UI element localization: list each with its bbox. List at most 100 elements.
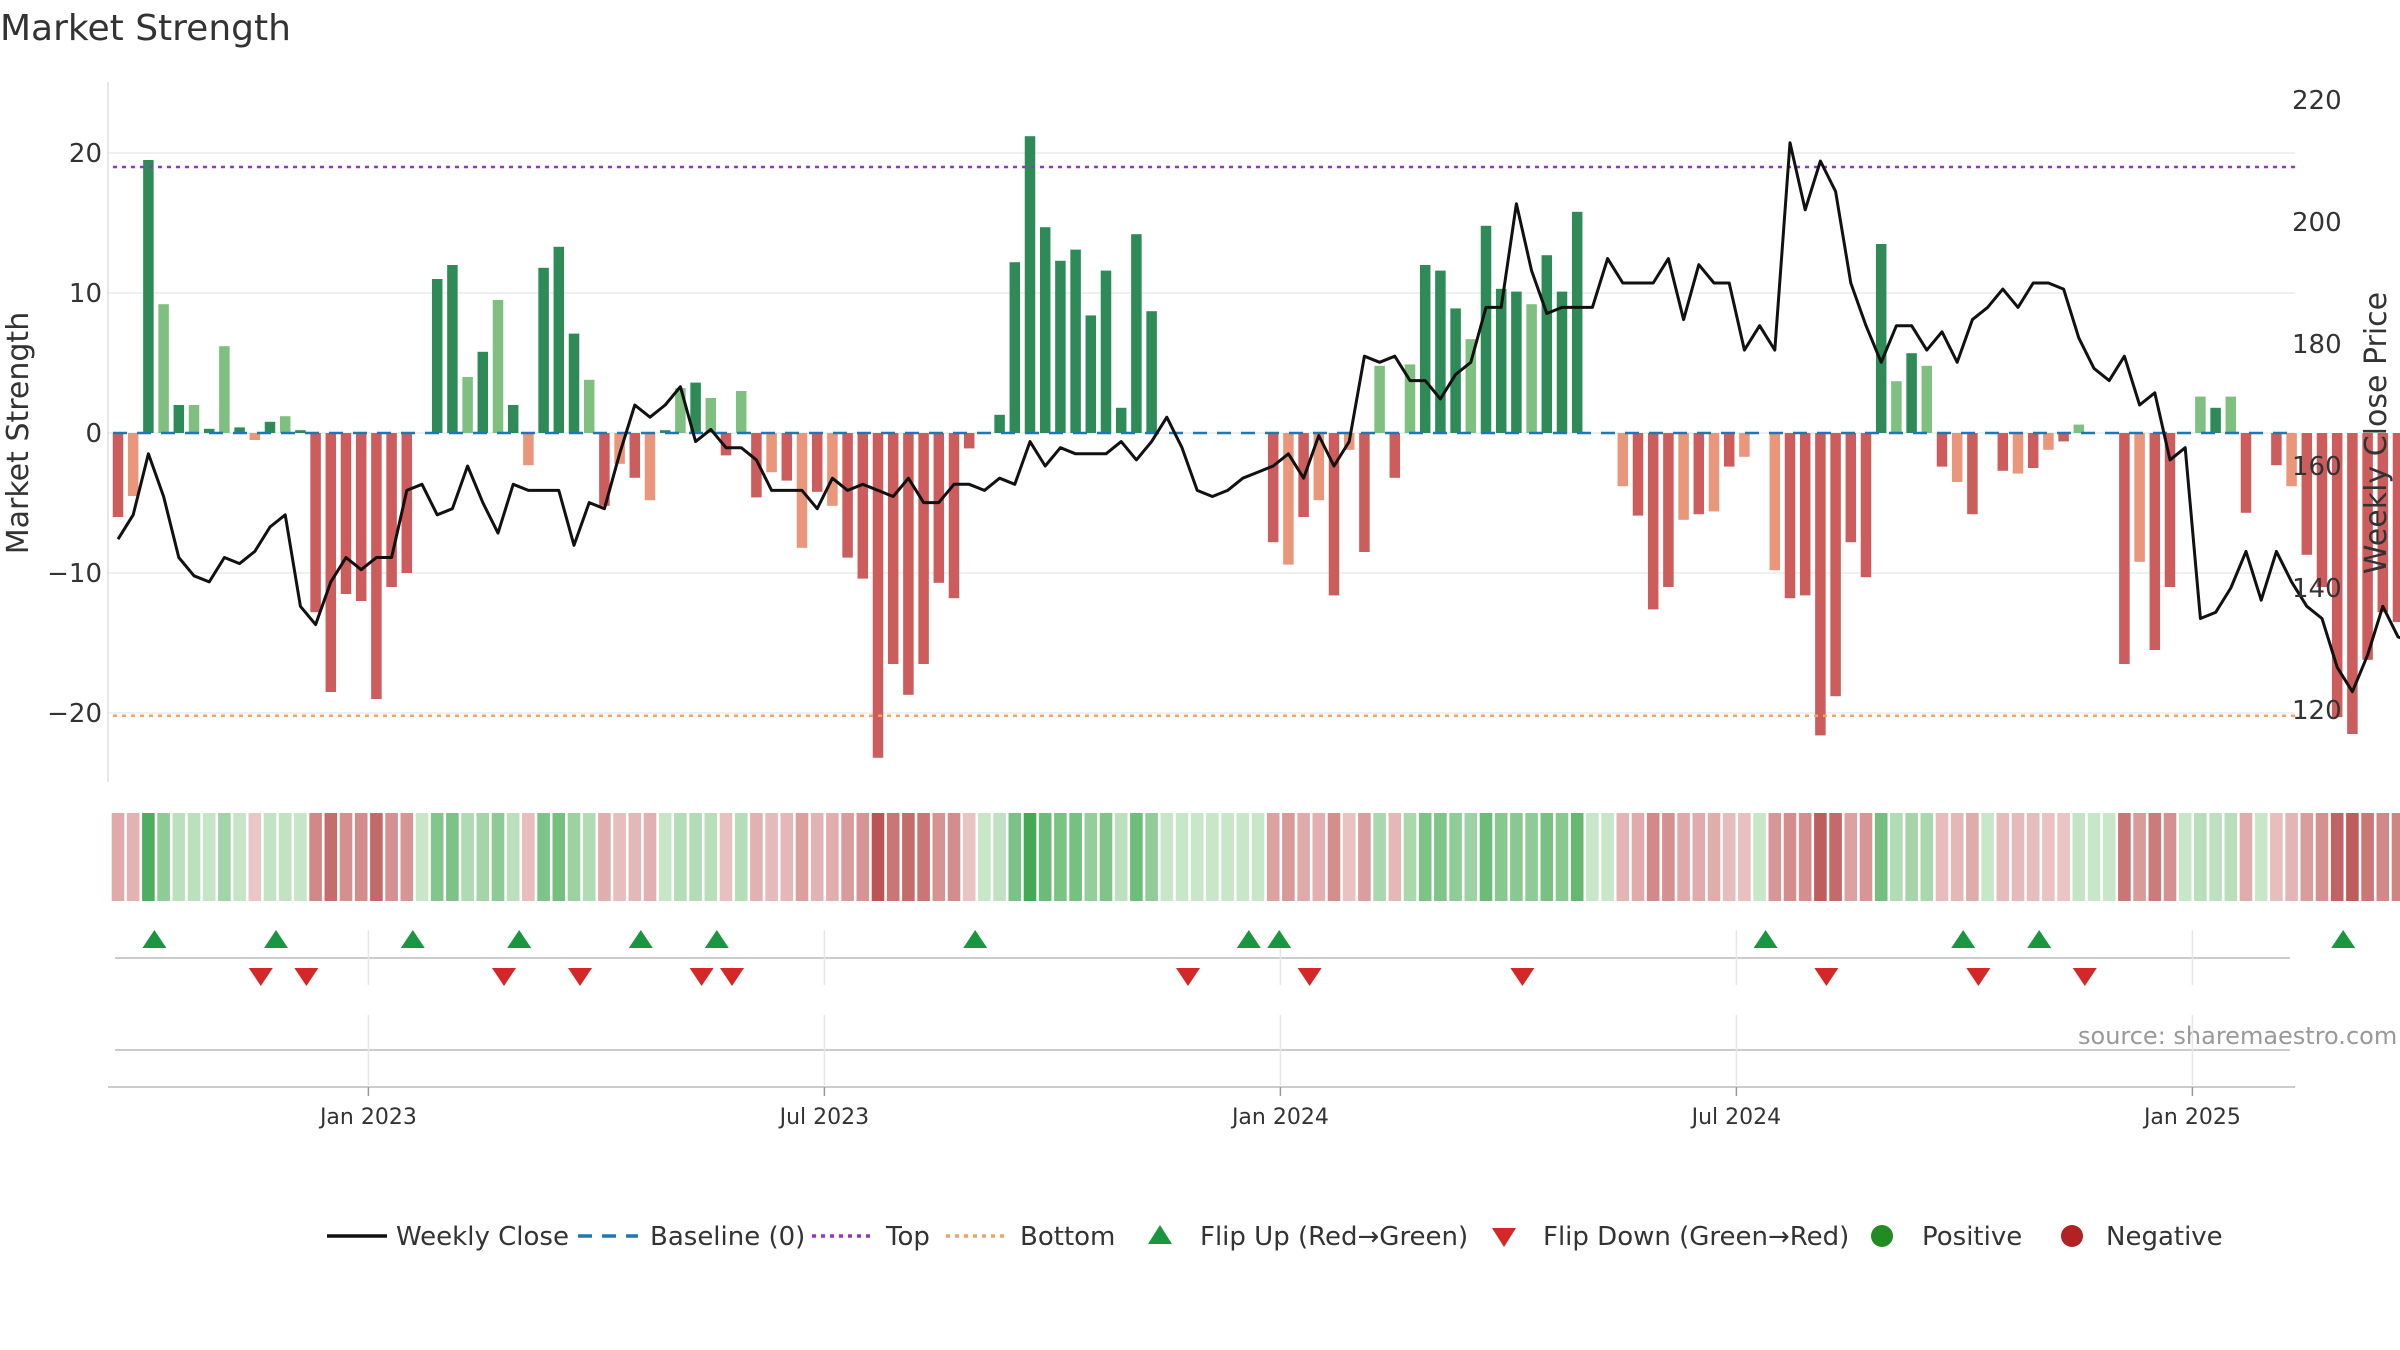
heat-cell — [1601, 813, 1614, 901]
strength-bar — [644, 433, 656, 501]
heat-cell — [856, 813, 870, 901]
strength-bar — [1784, 433, 1796, 599]
heat-cell — [689, 813, 702, 901]
strength-bar — [1419, 265, 1431, 433]
strength-bar — [918, 433, 929, 664]
flip-down-marker — [568, 968, 592, 986]
strength-bar — [295, 430, 306, 433]
strength-bar — [1404, 364, 1416, 433]
strength-bar — [2058, 433, 2069, 442]
heat-cell — [1631, 813, 1645, 901]
heat-cell — [187, 813, 201, 901]
heat-cell — [2148, 813, 2162, 901]
heat-cell — [1966, 813, 1979, 901]
heat-cell — [886, 813, 900, 901]
heat-cell — [2102, 813, 2116, 901]
strength-bar — [2240, 433, 2252, 513]
strength-bar — [2012, 433, 2024, 474]
heat-cell — [1570, 813, 1584, 901]
strength-bar — [1723, 433, 1735, 467]
strength-bar — [386, 433, 397, 587]
heat-cell — [2163, 813, 2177, 901]
strength-bar — [1830, 433, 1841, 697]
strength-bar — [1541, 255, 1553, 433]
heat-cell — [2330, 813, 2344, 901]
heat-cell — [1586, 813, 1599, 901]
right-tick-label: 220 — [2292, 86, 2342, 116]
heat-cell — [1540, 813, 1554, 901]
heat-cell — [263, 813, 277, 901]
heat-cell — [522, 813, 535, 901]
heat-cell — [385, 813, 398, 901]
flip-down-marker — [1297, 968, 1322, 986]
strength-bar — [2316, 433, 2328, 587]
strength-bar — [249, 433, 261, 440]
heat-cell — [1297, 813, 1310, 901]
strength-bar — [766, 433, 777, 473]
legend-label: Bottom — [1020, 1222, 1115, 1252]
heat-cell — [750, 813, 763, 901]
strength-bar — [340, 433, 352, 594]
strength-bar — [599, 433, 610, 506]
legend-negative: Negative — [2061, 1222, 2223, 1252]
heat-cell — [1844, 813, 1858, 901]
x-tick-label: Jan 2023 — [318, 1105, 417, 1130]
right-tick-label: 180 — [2292, 330, 2342, 360]
x-tick-label: Jan 2025 — [2142, 1105, 2241, 1130]
strength-bar — [1997, 433, 2009, 471]
strength-bars — [112, 136, 2400, 758]
heat-cell — [294, 813, 307, 901]
strength-bar — [2027, 433, 2039, 468]
heat-cell — [1996, 813, 2010, 901]
strength-bar — [705, 398, 717, 433]
right-tick-label: 140 — [2292, 574, 2342, 604]
heat-cell — [1874, 813, 1888, 901]
heat-cell — [871, 813, 885, 901]
heat-cell — [126, 813, 140, 901]
heat-cell — [1510, 813, 1523, 901]
strength-bar — [2271, 433, 2282, 466]
heat-cell — [1418, 813, 1432, 901]
heat-cell — [932, 813, 946, 901]
strength-bar — [1283, 433, 1294, 565]
strength-bar — [1115, 407, 1127, 433]
strength-bar — [1906, 353, 1917, 433]
strength-bar — [1693, 433, 1705, 515]
heat-cell — [370, 813, 383, 901]
heat-cell — [902, 813, 915, 901]
heat-cell — [537, 813, 550, 901]
price-line-layer — [116, 141, 2400, 694]
heat-cell — [1646, 813, 1660, 901]
flip-up-marker — [2027, 930, 2052, 948]
flip-up-marker — [1267, 930, 1292, 948]
heat-strip — [111, 813, 2400, 901]
heat-cell — [400, 813, 414, 901]
flip-up-marker — [1951, 930, 1976, 948]
heat-cell — [2118, 813, 2131, 901]
heat-cell — [2254, 813, 2268, 901]
heat-cell — [142, 813, 155, 901]
flip-down-marker — [689, 968, 714, 986]
heat-cell — [1221, 813, 1234, 901]
strength-bar — [1313, 433, 1325, 501]
heat-cell — [1282, 813, 1295, 901]
flip-down-marker — [720, 968, 744, 986]
heat-cell — [1145, 813, 1158, 901]
heat-cell — [1494, 813, 1508, 901]
heat-cell — [248, 813, 262, 901]
legend-label: Weekly Close — [396, 1222, 569, 1252]
strength-bar — [827, 433, 838, 506]
flip-down-marker — [1966, 968, 1991, 986]
strength-bar — [1617, 433, 1629, 487]
heat-cell — [1388, 813, 1402, 901]
heat-cell — [1920, 813, 1934, 901]
heat-cell — [1890, 813, 1903, 901]
legend-swatch — [2061, 1225, 2083, 1247]
heat-cell — [1114, 813, 1128, 901]
strength-bar — [158, 304, 169, 433]
heat-cell — [1707, 813, 1721, 901]
flip-up-marker — [963, 930, 988, 948]
strength-bar — [1374, 365, 1385, 433]
strength-bar — [933, 433, 945, 583]
heat-cell — [1084, 813, 1098, 901]
